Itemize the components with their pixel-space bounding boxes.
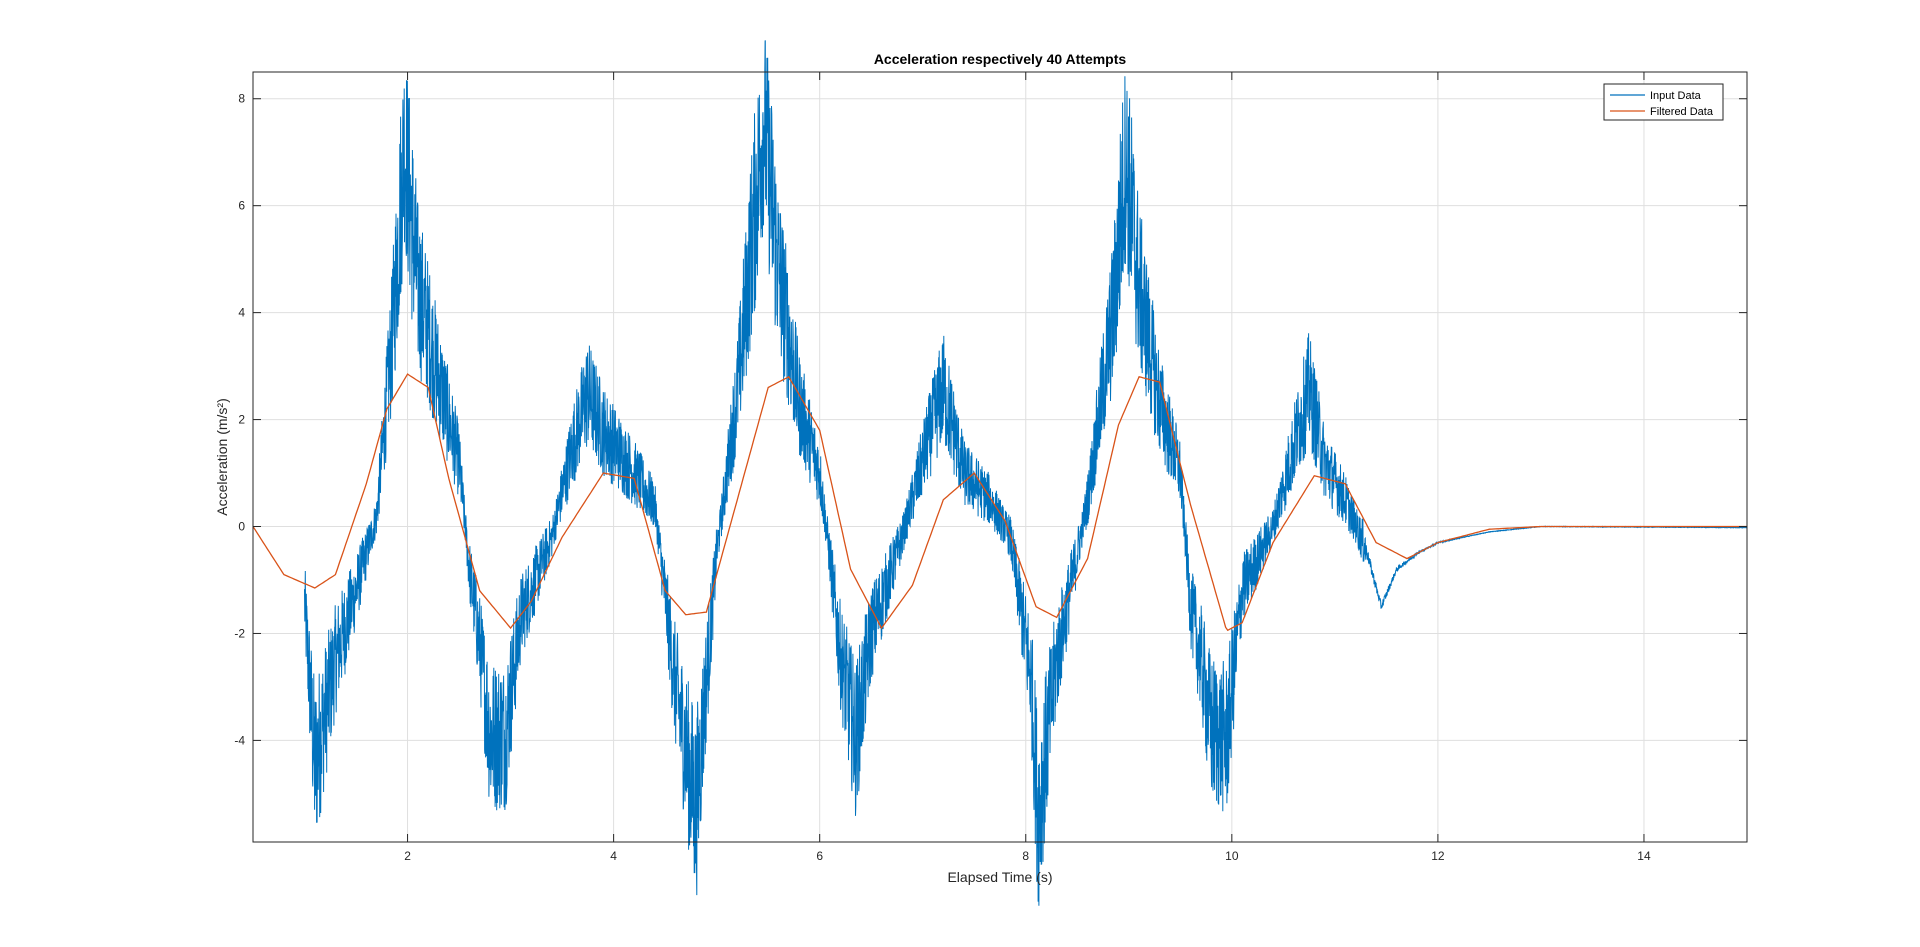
series-filtered-data: [252, 373, 1747, 632]
y-tick-label: 8: [238, 92, 245, 106]
legend-label-input: Input Data: [1650, 90, 1702, 102]
y-tick-label: 2: [238, 413, 245, 427]
y-tick-label: 0: [238, 520, 245, 534]
x-tick-label: 6: [816, 849, 823, 863]
y-axis-label: Acceleration (m/s²): [214, 398, 230, 515]
y-tick-label: -2: [234, 626, 245, 640]
y-tick-label: 6: [238, 199, 245, 213]
y-tick-label: -4: [234, 733, 245, 747]
legend-box: [1603, 83, 1724, 121]
x-tick-label: 4: [610, 849, 617, 863]
x-tick-label: 8: [1022, 849, 1029, 863]
x-tick-label: 12: [1431, 849, 1445, 863]
x-axis-label: Elapsed Time (s): [947, 869, 1052, 885]
legend-label-filtered: Filtered Data: [1650, 106, 1714, 118]
grid: [253, 72, 1747, 842]
series-input-data: [304, 40, 1748, 906]
chart-title: Acceleration respectively 40 Attempts: [874, 51, 1127, 67]
y-tick-label: 4: [238, 306, 245, 320]
x-tick-label: 2: [404, 849, 411, 863]
x-tick-label: 10: [1225, 849, 1239, 863]
x-tick-label: 14: [1637, 849, 1651, 863]
ticks: 2 4 6 8 10 12 14 -4 -2 0 2 4 6 8: [234, 72, 1747, 863]
series-layer: [252, 40, 1748, 906]
plot-area: [253, 72, 1747, 842]
legend: Input Data Filtered Data: [1603, 83, 1724, 121]
axes-box: [252, 71, 1748, 843]
